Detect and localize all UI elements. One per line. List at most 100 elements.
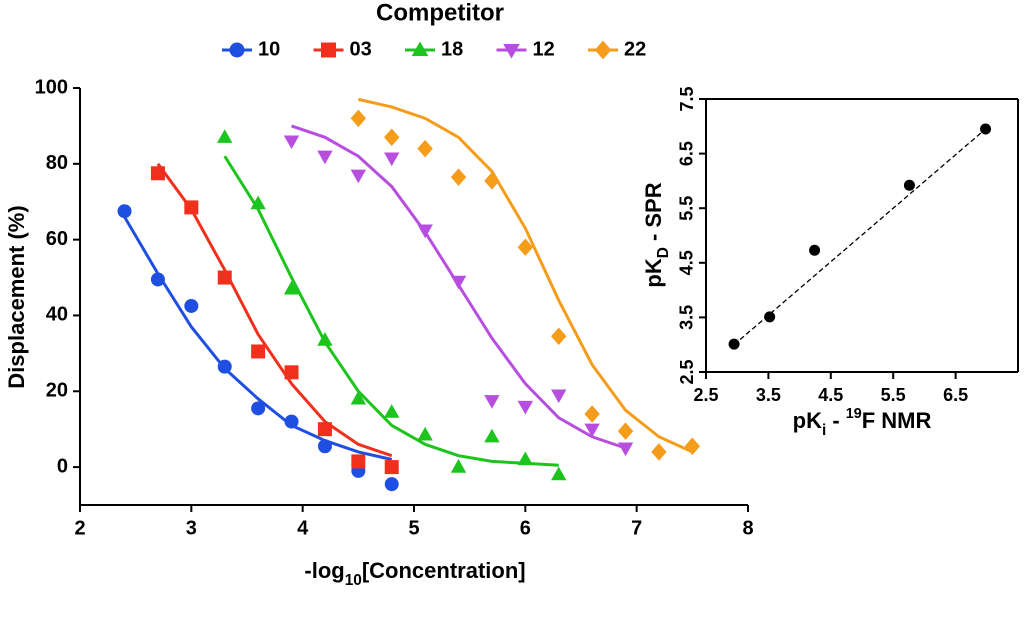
point — [317, 422, 332, 437]
x-axis-label-part: 10 — [345, 572, 362, 589]
y-tick-label: 7.5 — [677, 86, 697, 111]
point — [417, 224, 433, 239]
y-axis-label-part: Displacement (%) — [4, 205, 29, 388]
point — [150, 166, 165, 181]
point — [903, 179, 915, 191]
point — [317, 150, 333, 165]
x-axis-label-part: - — [826, 408, 846, 433]
legend-marker — [229, 42, 245, 58]
y-tick-label: 40 — [46, 304, 68, 326]
y-tick-label: 100 — [35, 76, 68, 98]
x-axis-label-part: i — [822, 422, 826, 439]
y-axis-label: pKD - SPR — [641, 182, 672, 287]
x-axis-label: -log10[Concentration] — [304, 558, 525, 589]
point — [484, 428, 500, 443]
x-axis-label-part: [Concentration] — [362, 558, 526, 583]
point — [384, 128, 400, 147]
x-tick-label: 3 — [186, 517, 197, 539]
x-tick-label: 4 — [297, 517, 309, 539]
point — [384, 152, 400, 167]
point — [384, 460, 399, 475]
legend-title: Competitor — [376, 0, 504, 26]
x-tick-label: 6.5 — [943, 385, 968, 405]
y-tick-label: 5.5 — [677, 196, 697, 221]
point — [728, 338, 740, 350]
x-tick-label: 3.5 — [756, 385, 781, 405]
x-tick-label: 2.5 — [693, 385, 718, 405]
point — [551, 327, 567, 346]
point — [764, 311, 776, 323]
point — [584, 423, 600, 438]
x-axis-label: pKi - 19F NMR — [793, 406, 932, 439]
fit-line — [156, 162, 393, 458]
point — [250, 195, 266, 210]
point — [251, 401, 266, 416]
point — [484, 172, 500, 190]
point — [350, 109, 367, 128]
y-tick-label: 2.5 — [677, 359, 697, 384]
point — [617, 422, 634, 440]
point — [117, 204, 132, 219]
point — [384, 477, 399, 492]
point — [809, 244, 821, 256]
y-tick-label: 0 — [57, 455, 68, 477]
legend-marker — [594, 40, 612, 60]
y-tick-label: 60 — [46, 228, 68, 250]
x-axis-label-part: pK — [793, 408, 822, 433]
point — [251, 344, 266, 359]
legend-label: 10 — [258, 38, 280, 60]
y-tick-label: 20 — [46, 380, 68, 402]
fit-line — [358, 97, 693, 454]
x-axis-label-part: F NMR — [862, 408, 932, 433]
y-tick-label: 3.5 — [677, 305, 697, 330]
point — [684, 437, 701, 455]
point — [517, 451, 534, 466]
y-axis-label-part: pK — [641, 258, 666, 287]
x-tick-label: 7 — [631, 517, 642, 539]
x-tick-label: 2 — [74, 517, 85, 539]
point — [284, 365, 299, 380]
y-tick-label: 6.5 — [677, 141, 697, 166]
x-tick-label: 5.5 — [881, 385, 906, 405]
y-axis-label-part: D — [655, 247, 672, 258]
point — [450, 459, 467, 473]
point — [584, 405, 600, 423]
fit-line — [123, 216, 393, 461]
point — [484, 395, 500, 409]
y-axis-label: Displacement (%) — [4, 205, 29, 388]
point — [283, 280, 300, 295]
legend-label: 22 — [624, 38, 646, 60]
legend-label: 12 — [533, 38, 555, 60]
point — [317, 332, 333, 346]
point — [217, 270, 232, 285]
point — [317, 439, 332, 454]
point — [517, 238, 534, 256]
x-tick-label: 4.5 — [818, 385, 843, 405]
point — [450, 275, 467, 290]
y-tick-label: 4.5 — [677, 250, 697, 275]
point — [283, 135, 300, 150]
point — [417, 426, 433, 441]
y-tick-label: 80 — [46, 152, 68, 174]
legend-marker — [321, 42, 336, 58]
point — [450, 168, 467, 186]
x-tick-label: 5 — [408, 517, 419, 539]
point — [517, 400, 534, 415]
point — [217, 359, 232, 374]
point — [617, 442, 634, 457]
point — [417, 139, 433, 158]
x-axis-label-part: 19 — [846, 406, 862, 422]
x-tick-label: 6 — [520, 517, 531, 539]
fit-line — [223, 155, 559, 467]
point — [551, 466, 567, 481]
legend-marker — [411, 41, 429, 56]
point — [217, 129, 233, 143]
legend-label: 18 — [441, 38, 463, 60]
point — [350, 390, 367, 405]
legend-marker — [503, 44, 520, 59]
x-axis-label-part: -log — [304, 558, 344, 583]
legend-label: 03 — [350, 38, 372, 60]
fit-line — [733, 128, 986, 346]
point — [284, 414, 299, 429]
point — [651, 443, 667, 461]
